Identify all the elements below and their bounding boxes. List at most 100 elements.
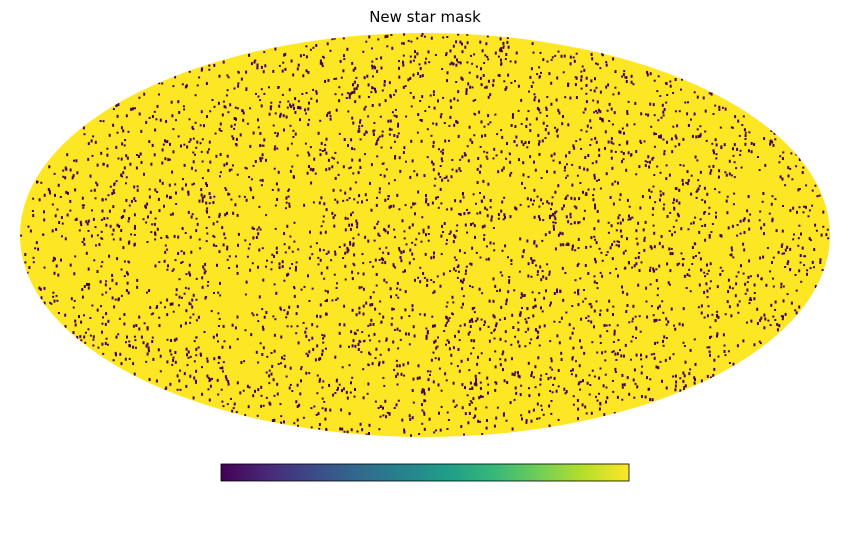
masked-pixel [433, 106, 436, 110]
masked-pixel [281, 265, 284, 269]
masked-pixel [453, 267, 456, 271]
masked-pixel [385, 339, 388, 342]
masked-pixel [335, 379, 338, 383]
masked-pixel [225, 162, 228, 166]
masked-pixel [663, 152, 666, 156]
masked-pixel [266, 355, 269, 358]
masked-pixel [546, 124, 549, 127]
masked-pixel [80, 320, 83, 324]
masked-pixel [427, 387, 430, 391]
masked-pixel [506, 37, 509, 39]
masked-pixel [196, 222, 199, 226]
masked-pixel [383, 228, 386, 231]
masked-pixel [820, 233, 823, 237]
masked-pixel [49, 192, 52, 195]
masked-pixel [57, 312, 60, 314]
masked-pixel [412, 95, 415, 99]
masked-pixel [122, 129, 125, 133]
masked-pixel [475, 380, 477, 384]
masked-pixel [644, 160, 647, 163]
masked-pixel [473, 306, 476, 309]
masked-pixel [123, 322, 126, 326]
masked-pixel [181, 261, 184, 263]
masked-pixel [486, 35, 489, 38]
masked-pixel [439, 428, 442, 432]
masked-pixel [234, 203, 237, 207]
masked-pixel [116, 223, 119, 227]
masked-pixel [646, 73, 649, 77]
masked-pixel [106, 147, 109, 150]
masked-pixel [300, 288, 303, 291]
masked-pixel [670, 247, 673, 250]
masked-pixel [346, 396, 349, 400]
masked-pixel [395, 374, 398, 378]
masked-pixel [207, 376, 210, 379]
masked-pixel [549, 304, 551, 307]
masked-pixel [593, 375, 596, 378]
masked-pixel [191, 298, 194, 302]
masked-pixel [391, 46, 394, 50]
masked-pixel [298, 106, 301, 110]
masked-pixel [421, 74, 424, 78]
masked-pixel [422, 228, 425, 231]
masked-pixel [675, 219, 678, 222]
masked-pixel [371, 64, 373, 67]
masked-pixel [365, 40, 368, 43]
masked-pixel [809, 267, 812, 270]
masked-pixel [750, 299, 753, 301]
masked-pixel [647, 113, 650, 117]
masked-pixel [243, 360, 246, 363]
masked-pixel [461, 42, 463, 46]
masked-pixel [487, 123, 490, 126]
masked-pixel [433, 184, 436, 187]
masked-pixel [237, 232, 240, 236]
masked-pixel [316, 344, 319, 348]
masked-pixel [127, 130, 130, 133]
masked-pixel [539, 377, 542, 381]
masked-pixel [599, 309, 602, 312]
masked-pixel [244, 329, 247, 332]
masked-pixel [580, 70, 583, 73]
masked-pixel [804, 255, 806, 258]
masked-pixel [656, 90, 659, 93]
masked-pixel [623, 354, 625, 358]
masked-pixel [465, 265, 468, 268]
masked-pixel [287, 272, 290, 276]
masked-pixel [338, 246, 341, 248]
masked-pixel [807, 215, 810, 218]
masked-pixel [520, 296, 523, 299]
masked-pixel [289, 267, 291, 270]
masked-pixel [698, 251, 701, 254]
masked-pixel [533, 259, 536, 262]
masked-pixel [91, 304, 94, 307]
masked-pixel [156, 305, 159, 308]
masked-pixel [427, 239, 430, 242]
masked-pixel [489, 121, 492, 124]
masked-pixel [697, 179, 700, 182]
masked-pixel [178, 111, 181, 114]
masked-pixel [404, 269, 406, 273]
masked-pixel [348, 364, 351, 367]
masked-pixel [759, 256, 762, 260]
masked-pixel [532, 51, 535, 54]
masked-pixel [398, 75, 401, 79]
masked-pixel [480, 199, 483, 202]
masked-pixel [292, 175, 295, 179]
masked-pixel [295, 312, 298, 316]
masked-pixel [367, 382, 370, 386]
masked-pixel [334, 250, 336, 253]
masked-pixel [504, 215, 506, 219]
masked-pixel [332, 188, 335, 192]
masked-pixel [283, 128, 285, 132]
masked-pixel [85, 220, 88, 224]
masked-pixel [146, 352, 149, 356]
masked-pixel [614, 180, 617, 183]
masked-pixel [432, 324, 434, 328]
masked-pixel [278, 104, 281, 108]
masked-pixel [443, 177, 446, 180]
masked-pixel [467, 212, 470, 215]
masked-pixel [495, 322, 498, 326]
masked-pixel [142, 341, 145, 345]
masked-pixel [569, 55, 572, 59]
masked-pixel [384, 198, 387, 202]
